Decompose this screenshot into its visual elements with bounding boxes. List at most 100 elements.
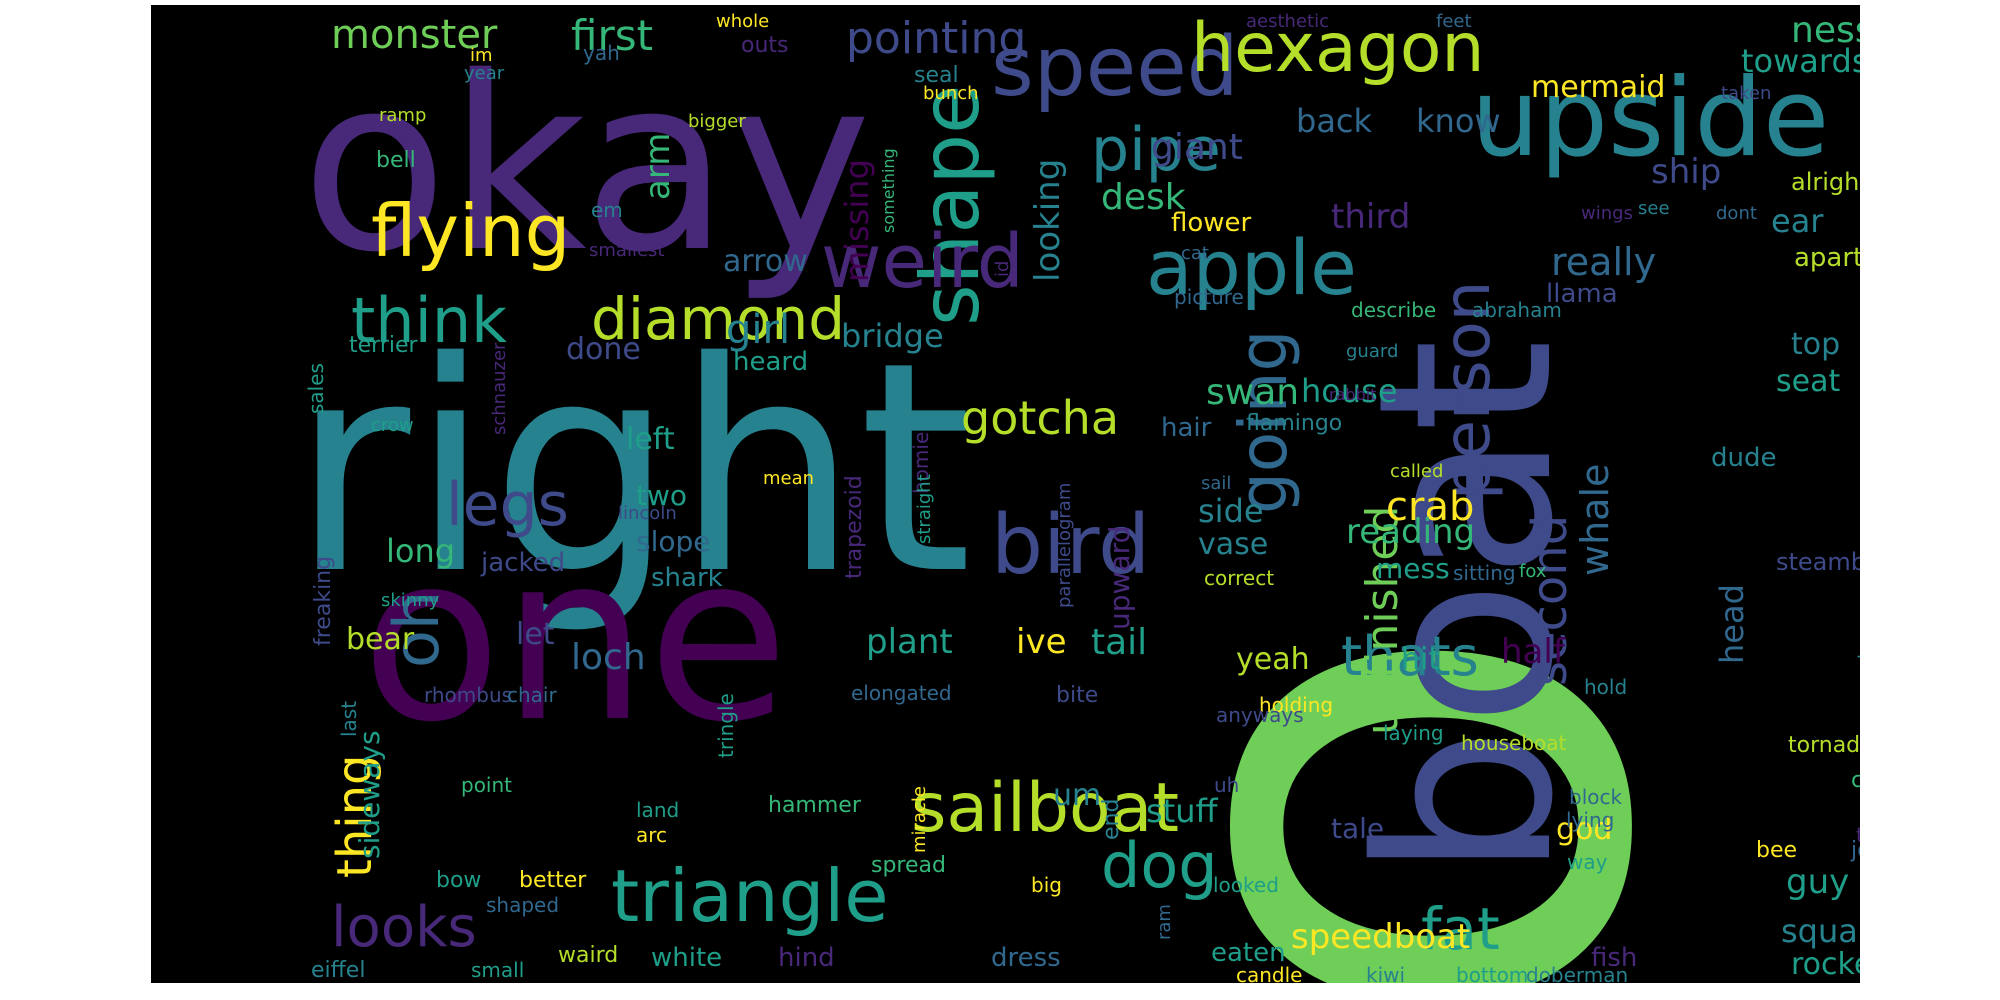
word-bow: bow: [436, 868, 482, 893]
word-legs: legs: [446, 470, 569, 540]
word-apart: apart: [1794, 243, 1860, 273]
word-bottom: bottom: [1456, 963, 1529, 983]
word-okay: okay: [301, 25, 872, 305]
word-third: third: [1331, 197, 1411, 237]
word-bite: bite: [1056, 683, 1099, 708]
word-doberman: doberman: [1526, 963, 1629, 983]
word-left: left: [626, 422, 675, 457]
word-fish: fish: [1591, 943, 1638, 973]
word-aesthetic: aesthetic: [1246, 11, 1329, 32]
word-year: year: [464, 63, 505, 84]
word-ram: ram: [1154, 904, 1175, 940]
word-fox: fox: [1519, 561, 1547, 582]
word-point: point: [461, 773, 513, 797]
word-looked: looked: [1213, 873, 1279, 897]
word-em: em: [591, 198, 623, 222]
word-guy: guy: [1786, 862, 1850, 902]
word-ear: ear: [1771, 202, 1824, 240]
word-sailboat: sailboat: [911, 769, 1179, 848]
word-shark: shark: [651, 563, 723, 593]
word-waird: waird: [558, 943, 619, 968]
word-land: land: [636, 798, 680, 822]
word-tale: tale: [1331, 812, 1385, 845]
word-guard: guard: [1346, 341, 1399, 362]
word-mean: mean: [763, 468, 815, 489]
word-flower: flower: [1171, 208, 1252, 238]
word-mermaid: mermaid: [1531, 70, 1666, 105]
word-smallest: smallest: [589, 240, 665, 261]
word-taken: taken: [1721, 83, 1772, 104]
word-thats: thats: [1341, 625, 1479, 688]
word-cut: cut: [1851, 768, 1860, 793]
word-bird: bird: [991, 498, 1151, 593]
word-slope: slope: [636, 525, 711, 558]
word-outs: outs: [741, 33, 789, 58]
word-freaking: freaking: [311, 555, 336, 646]
word-dude: dude: [1711, 443, 1777, 473]
word-gotcha: gotcha: [961, 391, 1120, 445]
word-last: last: [337, 700, 361, 737]
word-desk: desk: [1101, 177, 1186, 218]
word-dont: dont: [1716, 203, 1757, 224]
word-rhombus: rhombus: [424, 683, 513, 707]
word-trapezoid: trapezoid: [842, 475, 867, 580]
word-missing: missing: [838, 158, 876, 282]
word-sales: sales: [304, 363, 328, 414]
word-hair: hair: [1161, 413, 1212, 443]
word-side: side: [1198, 492, 1264, 530]
word-uh: uh: [1214, 773, 1240, 797]
word-know: know: [1416, 102, 1501, 140]
word-back: back: [1296, 102, 1373, 140]
word-looking: looking: [1028, 158, 1068, 282]
word-end: end: [1099, 798, 1124, 840]
word-really: really: [1551, 240, 1657, 284]
word-lying: lying: [1566, 808, 1615, 832]
word-seal: seal: [914, 63, 959, 88]
word-sideways: sideways: [353, 730, 386, 859]
word-bee: bee: [1756, 838, 1798, 863]
word-correct: correct: [1204, 566, 1275, 590]
word-yeah: yeah: [1236, 642, 1310, 677]
word-jacked: jacked: [481, 548, 566, 578]
word-something: something: [879, 147, 898, 233]
word-monster: monster: [331, 12, 498, 58]
word-bigger: bigger: [688, 111, 746, 132]
word-sitting: sitting: [1453, 561, 1516, 585]
word-dress: dress: [991, 943, 1061, 973]
word-better: better: [519, 868, 587, 893]
word-ive: ive: [1016, 622, 1067, 662]
word-straight: straight: [914, 474, 935, 544]
word-eiffel: eiffel: [311, 958, 366, 983]
word-abraham: abraham: [1472, 298, 1562, 322]
word-vase: vase: [1198, 527, 1269, 562]
word-elongated: elongated: [851, 681, 952, 705]
word-plant: plant: [866, 622, 953, 662]
word-apple: apple: [1146, 223, 1357, 312]
word-hit: hit: [1401, 642, 1441, 677]
word-speedboat: speedboat: [1291, 917, 1471, 957]
word-laying: laying: [1383, 721, 1444, 745]
word-candle: candle: [1236, 963, 1303, 983]
word-white: white: [651, 943, 723, 973]
word-upside: upside: [1471, 56, 1830, 181]
word-wings: wings: [1581, 203, 1633, 224]
word-seat: seat: [1776, 364, 1841, 399]
word-called: called: [1390, 461, 1444, 482]
word-id: id: [992, 260, 1013, 278]
word-schnauzer: schnauzer: [489, 342, 510, 435]
word-looks: looks: [331, 895, 477, 960]
word-hold: hold: [1584, 675, 1628, 699]
word-fat: fat: [1421, 895, 1500, 963]
word-think: think: [351, 284, 508, 357]
word-diamond: diamond: [591, 285, 846, 353]
word-swan: swan: [1206, 372, 1300, 413]
word-girl: girl: [726, 307, 791, 353]
word-big: big: [1031, 873, 1062, 897]
word-bunch: bunch: [923, 83, 979, 104]
word-hammer: hammer: [768, 793, 861, 818]
word-whale: whale: [1573, 463, 1617, 576]
word-hexagon: hexagon: [1191, 9, 1485, 88]
word-steamboat: steamboat: [1776, 548, 1860, 576]
word-cat: cat: [1181, 243, 1209, 264]
word-sail: sail: [1201, 473, 1232, 494]
